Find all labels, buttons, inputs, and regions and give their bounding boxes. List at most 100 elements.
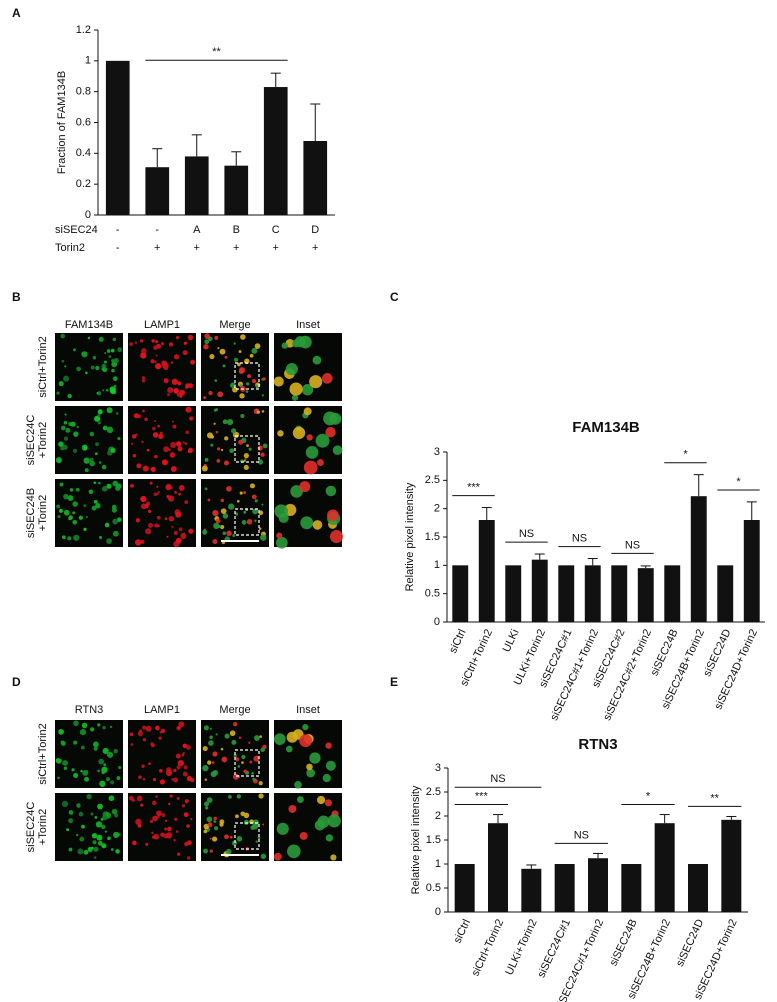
- micrograph: [55, 479, 123, 547]
- micrograph-spot: [177, 381, 182, 386]
- micrograph-spot: [203, 829, 208, 834]
- micrograph-spot: [226, 418, 234, 426]
- micrograph-spot: [215, 430, 219, 434]
- micrograph-spot: [187, 840, 192, 845]
- micrograph-spot: [167, 387, 174, 394]
- micrograph-spot: [243, 812, 250, 819]
- micrograph-spot: [235, 814, 239, 819]
- micrograph-spot: [102, 814, 108, 821]
- micrograph-spot: [142, 725, 147, 730]
- x-tick-label: -: [116, 242, 120, 254]
- micrograph-spot: [229, 448, 234, 454]
- micrograph-spot: [152, 426, 156, 431]
- micrograph-spot: [97, 803, 103, 810]
- micrograph-spot: [132, 453, 137, 458]
- y-tick-label: 0.2: [76, 178, 91, 190]
- row-label: +Torin2: [37, 809, 49, 845]
- micrograph-spot: [59, 482, 64, 487]
- micrograph-spot: [163, 833, 169, 839]
- micrograph-spot: [213, 422, 216, 425]
- y-tick-label: 0: [434, 616, 440, 628]
- micrograph: [274, 479, 344, 549]
- micrograph-spot: [301, 384, 314, 396]
- chart-title: FAM134B: [572, 419, 640, 436]
- micrograph-spot: [206, 797, 213, 803]
- micrograph-spot: [141, 764, 145, 768]
- micrograph-spot: [219, 348, 226, 355]
- micrograph-background: [274, 720, 342, 788]
- micrograph-spot: [171, 778, 175, 781]
- micrograph-spot: [226, 530, 232, 537]
- significance-label: ***: [475, 790, 489, 802]
- micrograph-spot: [68, 810, 74, 815]
- micrograph-spot: [145, 725, 152, 732]
- micrograph: [273, 333, 342, 401]
- x-tick-label: D: [311, 224, 319, 236]
- micrograph-spot: [224, 436, 229, 441]
- y-tick-label: 0.5: [425, 588, 440, 600]
- micrograph-spot: [68, 818, 74, 824]
- micrograph-spot: [232, 773, 239, 780]
- micrograph-spot: [161, 459, 168, 466]
- micrograph-spot: [103, 360, 107, 364]
- micrograph-spot: [306, 763, 313, 771]
- micrograph-spot: [216, 447, 221, 451]
- bar: [690, 496, 707, 622]
- micrograph-spot: [112, 530, 119, 537]
- micrograph-spot: [77, 848, 84, 855]
- micrograph-spot: [111, 359, 115, 363]
- y-tick-label: 1: [434, 559, 440, 571]
- micrograph-spot: [58, 728, 64, 735]
- y-tick-label: 0: [435, 906, 441, 918]
- micrograph-spot: [204, 778, 208, 781]
- y-tick-label: 2: [434, 503, 440, 515]
- micrograph-spot: [109, 386, 116, 393]
- micrograph-spot: [102, 747, 109, 755]
- micrograph-spot: [63, 766, 68, 770]
- micrograph-spot: [325, 427, 336, 438]
- micrograph-spot: [148, 762, 151, 766]
- micrograph-spot: [175, 511, 182, 518]
- micrograph-spot: [153, 345, 158, 350]
- micrograph-spot: [102, 389, 105, 392]
- micrograph-spot: [150, 742, 154, 746]
- x-tick-label: -: [116, 224, 120, 236]
- micrograph-spot: [276, 532, 283, 539]
- micrograph-spot: [261, 394, 264, 397]
- micrograph-spot: [97, 391, 102, 396]
- bar: [717, 565, 734, 622]
- micrograph-spot: [255, 840, 258, 843]
- micrograph-spot: [208, 390, 213, 396]
- micrograph-spot: [286, 731, 298, 743]
- micrograph-spot: [170, 466, 177, 472]
- micrograph-spot: [184, 385, 189, 389]
- micrograph-spot: [145, 842, 149, 846]
- micrograph-spot: [173, 531, 178, 535]
- micrograph-spot: [329, 530, 344, 544]
- micrograph-spot: [232, 534, 236, 538]
- micrograph-spot: [176, 796, 180, 801]
- micrograph-spot: [91, 505, 97, 511]
- micrograph: [128, 793, 196, 861]
- micrograph-spot: [285, 745, 293, 753]
- micrograph-spot: [156, 485, 159, 488]
- micrograph-spot: [231, 840, 238, 846]
- micrograph-spot: [287, 844, 301, 859]
- micrograph-spot: [213, 820, 217, 823]
- significance-label: **: [710, 792, 719, 804]
- micrograph-spot: [101, 843, 107, 849]
- micrograph-spot: [85, 371, 88, 375]
- micrograph-spot: [163, 446, 170, 453]
- micrograph-spot: [101, 486, 108, 492]
- micrograph-spot: [137, 731, 144, 737]
- micrograph-spot: [90, 727, 95, 732]
- micrograph-spot: [232, 386, 238, 393]
- micrograph-spot: [166, 535, 169, 538]
- micrograph-spot: [276, 822, 289, 835]
- micrograph-spot: [212, 539, 218, 545]
- micrograph-spot: [251, 823, 259, 830]
- row-label: siSEC24C: [25, 415, 37, 466]
- micrograph-spot: [79, 729, 87, 736]
- micrograph-spot: [251, 379, 257, 384]
- micrograph-spot: [68, 515, 73, 520]
